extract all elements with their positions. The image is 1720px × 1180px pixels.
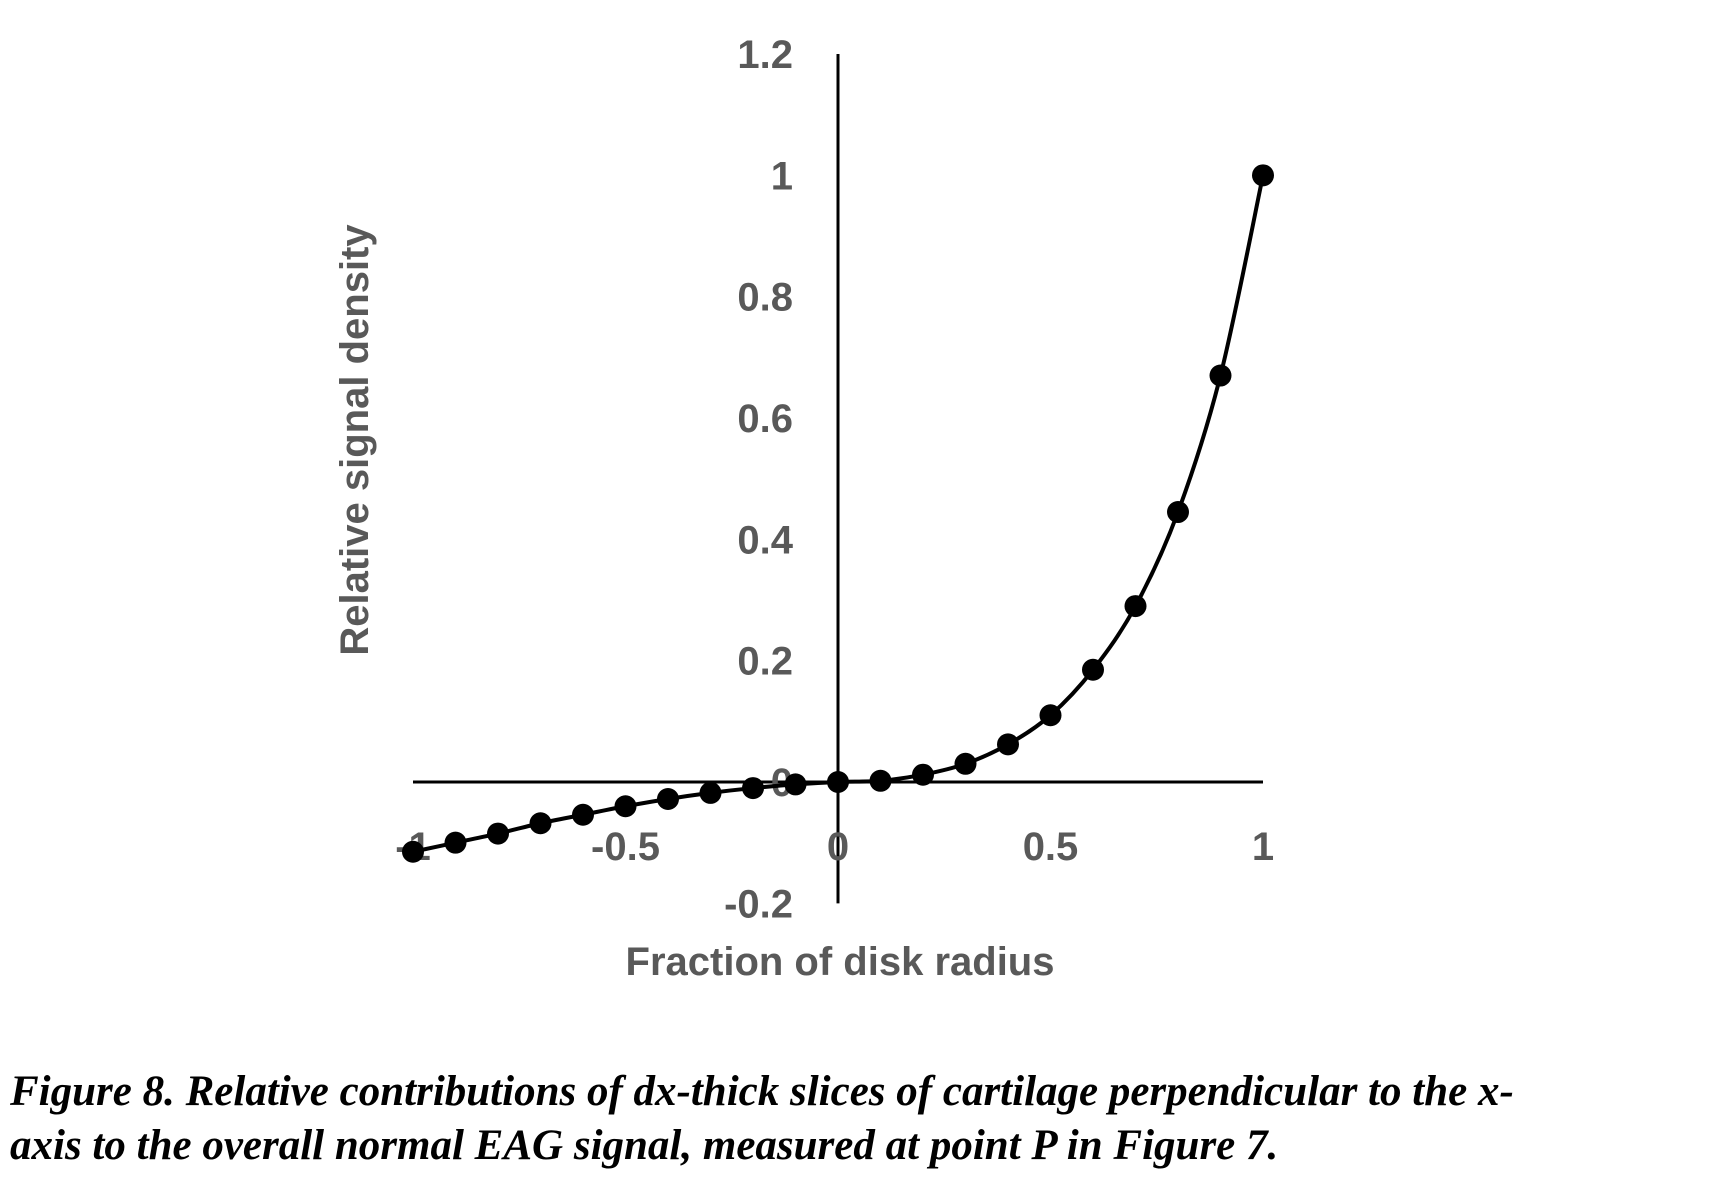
x-tick-label: -0.5 xyxy=(591,825,660,869)
data-point xyxy=(402,840,424,863)
x-tick-label: 1 xyxy=(1252,825,1274,869)
data-point xyxy=(699,781,722,804)
data-points xyxy=(402,164,1274,863)
data-point xyxy=(1209,364,1232,387)
y-tick-label: -0.2 xyxy=(724,882,793,926)
y-tick-label: 1.2 xyxy=(737,33,793,77)
y-tick-label: 0 xyxy=(771,761,793,805)
data-point xyxy=(742,777,764,800)
data-point xyxy=(444,831,467,854)
y-tick-label: 0.4 xyxy=(737,518,793,562)
data-point xyxy=(614,795,637,818)
data-point xyxy=(869,769,892,792)
data-point xyxy=(954,752,977,775)
y-tick-label: 0.6 xyxy=(737,397,793,441)
figure-caption: Figure 8. Relative contributions of dx-t… xyxy=(10,1065,1710,1173)
caption-line-1: Figure 8. Relative contributions of dx-t… xyxy=(10,1068,1514,1115)
x-axis-title: Fraction of disk radius xyxy=(626,940,1055,984)
data-point xyxy=(1082,658,1104,681)
y-tick-label: 0.2 xyxy=(737,640,793,684)
data-point xyxy=(572,803,594,826)
data-point xyxy=(1167,501,1189,524)
chart: 1.210.80.60.40.20-0.2 -1-0.500.51 Fracti… xyxy=(333,33,1274,984)
y-tick-label: 1 xyxy=(771,154,793,198)
data-point xyxy=(827,771,849,793)
x-tick-label: 0.5 xyxy=(1023,825,1079,869)
x-tick-label: 0 xyxy=(827,825,849,869)
data-point xyxy=(997,733,1019,756)
y-tick-labels: 1.2 1 0.8 0.6 0.4 0.2 0 -0.2 xyxy=(724,33,794,926)
y-tick-label: 0.8 xyxy=(737,276,793,320)
data-point xyxy=(529,812,552,835)
data-point xyxy=(1124,595,1147,618)
y-axis-title: Relative signal density xyxy=(333,224,377,656)
data-point xyxy=(1039,704,1062,727)
data-point xyxy=(657,787,679,810)
caption-line-2: axis to the overall normal EAG signal, m… xyxy=(10,1122,1279,1169)
x-tick-labels: -1-0.500.51 xyxy=(395,825,1274,869)
data-point xyxy=(1252,164,1274,187)
data-point xyxy=(487,822,509,845)
data-point xyxy=(912,763,934,786)
data-point xyxy=(784,773,807,796)
